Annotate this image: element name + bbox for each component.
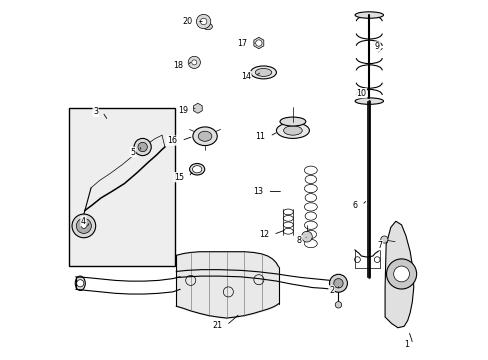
Circle shape (301, 231, 312, 242)
Circle shape (134, 138, 151, 156)
Text: 20: 20 (182, 17, 192, 26)
Text: 12: 12 (258, 230, 268, 239)
Ellipse shape (203, 23, 212, 30)
Circle shape (81, 224, 86, 228)
Ellipse shape (283, 126, 302, 135)
Text: 15: 15 (174, 173, 184, 182)
Ellipse shape (189, 163, 204, 175)
Circle shape (380, 236, 387, 243)
Bar (69, 108, 174, 266)
Text: 3: 3 (93, 107, 98, 116)
Ellipse shape (75, 276, 85, 291)
Circle shape (335, 302, 341, 308)
Circle shape (76, 219, 91, 233)
Text: 2: 2 (328, 286, 333, 295)
Ellipse shape (192, 166, 202, 173)
Polygon shape (193, 103, 202, 113)
Text: 21: 21 (212, 321, 222, 330)
Circle shape (393, 266, 408, 282)
Circle shape (191, 60, 196, 65)
Text: 14: 14 (241, 72, 250, 81)
Ellipse shape (276, 123, 309, 138)
Text: 10: 10 (356, 89, 366, 98)
Ellipse shape (354, 98, 383, 104)
Text: 18: 18 (172, 61, 183, 70)
Text: 13: 13 (253, 187, 263, 196)
Text: 16: 16 (167, 136, 177, 145)
Circle shape (72, 214, 96, 238)
Circle shape (77, 280, 83, 287)
Circle shape (138, 142, 147, 152)
Text: 6: 6 (352, 201, 357, 210)
Circle shape (333, 279, 343, 288)
Circle shape (188, 56, 200, 68)
Ellipse shape (255, 68, 271, 76)
Circle shape (329, 274, 346, 292)
Polygon shape (253, 37, 263, 49)
Text: 9: 9 (374, 42, 379, 51)
Text: 7: 7 (377, 241, 382, 250)
Text: 11: 11 (255, 132, 265, 141)
Text: 19: 19 (177, 105, 187, 114)
Ellipse shape (280, 117, 305, 126)
Polygon shape (384, 221, 413, 328)
Ellipse shape (354, 12, 383, 18)
Ellipse shape (250, 66, 276, 79)
Text: 4: 4 (81, 217, 86, 226)
Circle shape (386, 259, 416, 289)
Text: 1: 1 (403, 340, 408, 349)
Ellipse shape (192, 127, 217, 145)
Text: 17: 17 (237, 39, 247, 48)
Text: 8: 8 (296, 236, 301, 245)
Circle shape (200, 18, 206, 25)
Text: 5: 5 (130, 148, 135, 157)
Ellipse shape (198, 131, 211, 141)
Circle shape (255, 40, 262, 46)
Circle shape (196, 14, 210, 29)
